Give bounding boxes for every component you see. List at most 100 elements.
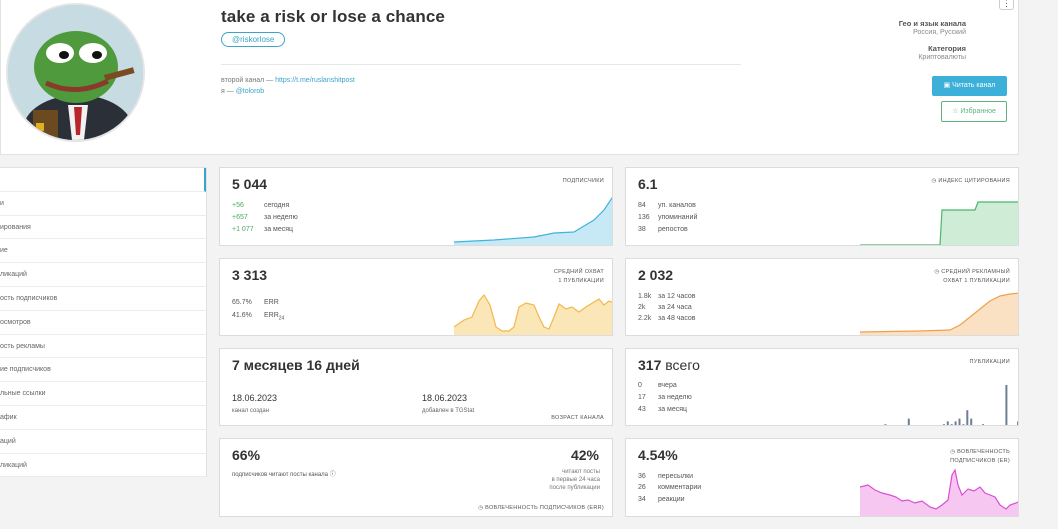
stat-value: 38: [638, 226, 646, 233]
engagement-sparkline: [860, 468, 1018, 516]
telegram-icon: ▣: [943, 82, 953, 89]
err24-value: 41.6%: [232, 312, 252, 319]
stat-label: уп. каналов: [658, 202, 696, 209]
readers-24h-line1: читают посты: [562, 469, 600, 475]
description-line-2: я — @tolorob: [221, 88, 264, 95]
subscribers-count: 5 044: [232, 176, 268, 192]
sidebar-item[interactable]: ие подписчиков: [0, 358, 206, 383]
sidebar-item[interactable]: ость рекламы: [0, 335, 206, 359]
stat-value: 2k: [638, 304, 646, 311]
stat-label: сегодня: [264, 202, 290, 209]
stat-label: комментарии: [658, 484, 702, 491]
err-card[interactable]: 66% подписчиков читают посты канала ⓘ 42…: [219, 438, 613, 517]
channel-age-card[interactable]: 7 месяцев 16 дней 18.06.2023 канал созда…: [219, 348, 613, 426]
subscribers-label: ПОДПИСЧИКИ: [562, 178, 604, 184]
sidebar-item[interactable]: [0, 168, 206, 192]
sidebar-item[interactable]: ликаций: [0, 454, 206, 478]
stat-label: за неделю: [264, 214, 298, 221]
channel-avatar[interactable]: [6, 3, 145, 142]
subscribers-sparkline: [454, 196, 612, 245]
subscribers-card[interactable]: 5 044 ПОДПИСЧИКИ +56 сегодня +657 за недел…: [219, 167, 613, 246]
readers-24h-label: читают посты в первые 24 часа после публик…: [549, 468, 600, 492]
stats-sidebar: и ирования ие ликаций ость подписчиков осмотр…: [0, 167, 207, 478]
channel-title: take a risk or lose a chance: [221, 7, 445, 26]
sidebar-item[interactable]: афик: [0, 406, 206, 430]
read-channel-label: Читать канал: [952, 82, 996, 89]
sidebar-item[interactable]: ость подписчиков: [0, 287, 206, 311]
sidebar-item[interactable]: и: [0, 192, 206, 216]
star-icon: ☆: [952, 108, 961, 115]
citation-index-value: 6.1: [638, 176, 658, 192]
publications-count: 317 всего: [638, 357, 700, 373]
sidebar-item[interactable]: ликаций: [0, 263, 206, 287]
description-text: я —: [221, 88, 236, 95]
publications-card[interactable]: 317 всего ПУБЛИКАЦИИ 0 вчера 17 за неделю …: [625, 348, 1019, 426]
stat-row: +56 сегодня: [232, 202, 289, 209]
description-text: второй канал —: [221, 77, 276, 84]
author-link[interactable]: @tolorob: [235, 88, 265, 95]
readers-percent-label: подписчиков читают посты канала ⓘ: [232, 469, 336, 478]
publications-bar-chart: [884, 385, 1018, 425]
readers-label-text: подписчиков читают посты канала: [232, 472, 329, 478]
sidebar-item[interactable]: ирования: [0, 216, 206, 240]
publication-bar: [1017, 421, 1018, 425]
stat-row: 136 упоминаний: [638, 214, 697, 221]
stat-row: 2.2k за 48 часов: [638, 315, 696, 322]
help-icon[interactable]: ⓘ: [329, 472, 336, 478]
info-icon: ◷: [931, 178, 939, 184]
stat-row: 65.7% ERR: [232, 299, 279, 306]
average-reach-value: 3 313: [232, 267, 268, 283]
info-icon: ◷: [950, 449, 958, 455]
description-line-1: второй канал — https://t.me/ruslanshitpo…: [221, 77, 355, 84]
read-channel-button[interactable]: ▣ Читать канал: [932, 76, 1007, 96]
favorite-button[interactable]: ☆ Избранное: [941, 101, 1007, 122]
publication-bar: [954, 421, 957, 425]
sidebar-item[interactable]: ие: [0, 239, 206, 264]
stat-row: 36 пересылки: [638, 473, 693, 480]
citation-label-text: ИНДЕКС ЦИТИРОВАНИЯ: [938, 178, 1010, 184]
citation-sparkline: [860, 201, 1018, 245]
average-reach-card[interactable]: 3 313 СРЕДНИЙ ОХВАТ 1 ПУБЛИКАЦИИ 65.7% ERR…: [219, 258, 613, 336]
publication-bar: [970, 418, 973, 425]
stat-label: пересылки: [658, 473, 694, 480]
stat-value: +1 077: [232, 226, 254, 233]
stat-value: 1.8k: [638, 293, 652, 300]
publication-bar: [950, 424, 953, 425]
favorite-label: Избранное: [960, 108, 996, 115]
engagement-label-line1: ВОВЛЕЧЕННОСТЬ: [957, 449, 1010, 455]
info-icon: ◷: [478, 505, 486, 511]
publications-suffix: всего: [665, 357, 700, 373]
engagement-label: ◷ ВОВЛЕЧЕННОСТЬ ПОДПИСЧИКОВ (ER): [950, 448, 1010, 466]
reach-label-line1: СРЕДНИЙ ОХВАТ: [553, 269, 604, 275]
sidebar-item[interactable]: осмотров: [0, 311, 206, 335]
sidebar-item[interactable]: аций: [0, 430, 206, 454]
ad-reach-label-line2: ОХВАТ 1 ПУБЛИКАЦИИ: [943, 278, 1010, 284]
stat-row: 1.8k за 12 часов: [638, 293, 696, 300]
readers-24h-percent: 42%: [570, 447, 599, 463]
publication-bar: [1005, 385, 1008, 425]
stat-label: упоминаний: [658, 214, 698, 221]
engagement-card[interactable]: 4.54% ◷ ВОВЛЕЧЕННОСТЬ ПОДПИСЧИКОВ (ER) 36…: [625, 438, 1019, 517]
citation-index-card[interactable]: 6.1 ◷ ИНДЕКС ЦИТИРОВАНИЯ 84 уп. каналов 1…: [625, 167, 1019, 246]
created-date: 18.06.2023: [232, 393, 278, 403]
stat-value: 26: [638, 484, 646, 491]
category-link[interactable]: Криптовалюты: [918, 54, 966, 61]
more-menu-button[interactable]: ⋮: [999, 0, 1014, 10]
stat-row: 84 уп. каналов: [638, 202, 696, 209]
err24-subscript: 24: [278, 315, 285, 322]
publication-bar: [907, 418, 910, 425]
stat-label: за 12 часов: [658, 293, 696, 300]
stat-value: 0: [638, 382, 642, 389]
sidebar-item[interactable]: льные ссылки: [0, 382, 206, 406]
category-label: Категория: [928, 44, 966, 53]
err24-label: ERR: [264, 312, 279, 319]
channel-username-link[interactable]: @riskorlose: [221, 32, 286, 47]
publication-bar: [946, 421, 949, 425]
publication-bar: [884, 424, 887, 425]
second-channel-link[interactable]: https://t.me/ruslanshitpost: [275, 77, 355, 84]
publication-bar: [962, 424, 965, 425]
ad-reach-label-line1: СРЕДНИЙ РЕКЛАМНЫЙ: [941, 269, 1010, 275]
ad-reach-card[interactable]: 2 032 ◷ СРЕДНИЙ РЕКЛАМНЫЙ ОХВАТ 1 ПУБЛИКА…: [625, 258, 1019, 336]
divider: [221, 64, 741, 65]
stat-label: за 48 часов: [658, 315, 696, 322]
